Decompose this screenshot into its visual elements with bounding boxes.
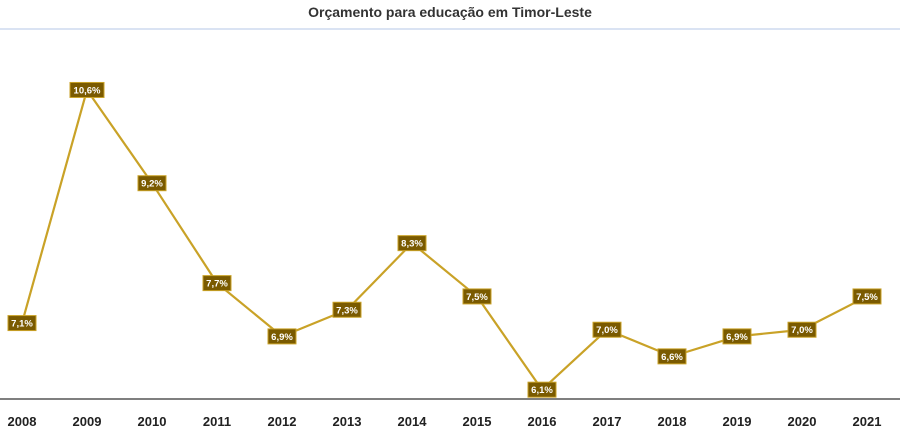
data-label-text: 8,3% (401, 239, 423, 250)
data-label-2016: 6,1% (527, 381, 557, 398)
data-label-2021: 7,5% (852, 288, 882, 305)
data-label-text: 6,9% (271, 332, 293, 343)
data-label-2008: 7,1% (7, 315, 37, 332)
x-tick-2016: 2016 (528, 414, 557, 429)
data-label-text: 6,9% (726, 332, 748, 343)
data-label-text: 10,6% (74, 85, 101, 96)
data-label-text: 9,2% (141, 179, 163, 190)
x-tick-2019: 2019 (723, 414, 752, 429)
data-points (20, 87, 869, 392)
data-label-2010: 9,2% (137, 175, 167, 192)
x-tick-2013: 2013 (333, 414, 362, 429)
data-label-text: 7,0% (596, 325, 618, 336)
data-label-2020: 7,0% (787, 321, 817, 338)
data-label-2013: 7,3% (332, 301, 362, 318)
x-tick-2015: 2015 (463, 414, 492, 429)
chart-title: Orçamento para educação em Timor-Leste (308, 4, 592, 20)
data-label-2012: 6,9% (267, 328, 297, 345)
x-tick-2008: 2008 (8, 414, 37, 429)
data-label-text: 7,1% (11, 319, 33, 330)
data-label-2019: 6,9% (722, 328, 752, 345)
data-label-text: 7,5% (466, 292, 488, 303)
x-tick-2018: 2018 (658, 414, 687, 429)
x-tick-2010: 2010 (138, 414, 167, 429)
data-label-2011: 7,7% (202, 275, 232, 292)
data-label-text: 7,3% (336, 305, 358, 316)
x-tick-2017: 2017 (593, 414, 622, 429)
data-label-2018: 6,6% (657, 348, 687, 365)
data-label-2017: 7,0% (592, 321, 622, 338)
x-tick-2012: 2012 (268, 414, 297, 429)
x-tick-2020: 2020 (788, 414, 817, 429)
x-tick-2014: 2014 (398, 414, 428, 429)
data-label-text: 7,7% (206, 279, 228, 290)
data-labels: 7,1% 10,6% 9,2% 7,7% 6,9% 7,3% 8,3% 7,5% 6,1% 7,0… (7, 81, 882, 398)
x-tick-2021: 2021 (853, 414, 882, 429)
data-label-2015: 7,5% (462, 288, 492, 305)
data-label-2009: 10,6% (69, 81, 105, 98)
data-label-text: 6,6% (661, 352, 683, 363)
x-tick-2011: 2011 (203, 414, 231, 429)
data-label-2014: 8,3% (397, 235, 427, 252)
data-label-text: 7,0% (791, 325, 813, 336)
data-label-text: 6,1% (531, 385, 553, 396)
x-tick-2009: 2009 (73, 414, 102, 429)
series-line (20, 88, 868, 391)
x-tick-labels: 2008 2009 2010 2011 2012 2013 2014 2015 2016 2017… (8, 414, 882, 429)
data-label-text: 7,5% (856, 292, 878, 303)
